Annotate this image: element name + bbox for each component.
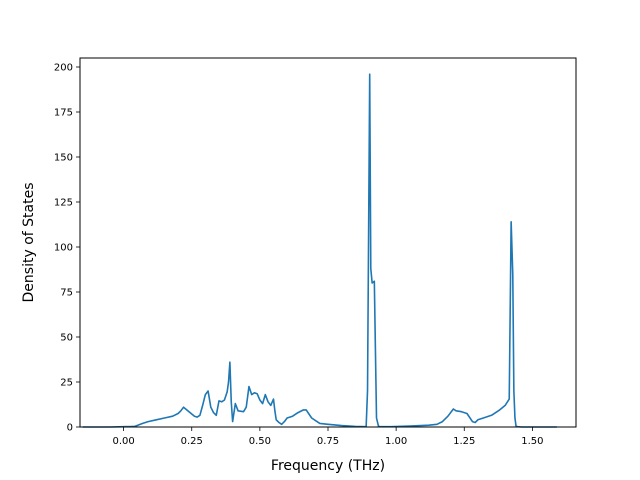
y-tick-label: 0 — [67, 423, 73, 434]
series-line — [82, 73, 557, 428]
x-tick-label: 0.00 — [112, 436, 134, 447]
y-tick-label: 100 — [54, 243, 73, 254]
x-tick-label: 0.75 — [317, 436, 339, 447]
x-axis-ticks: 0.00 0.25 0.50 0.75 1.00 1.25 1.50 — [112, 427, 544, 447]
y-tick-label: 75 — [60, 288, 73, 299]
y-tick-label: 50 — [60, 333, 73, 344]
x-tick-label: 0.25 — [181, 436, 203, 447]
x-tick-label: 1.50 — [521, 436, 543, 447]
x-tick-label: 1.25 — [453, 436, 475, 447]
y-axis-label: Density of States — [21, 183, 37, 303]
plot-lines — [82, 73, 557, 428]
x-tick-label: 0.50 — [249, 436, 271, 447]
y-tick-label: 25 — [60, 378, 73, 389]
x-axis-label: Frequency (THz) — [271, 458, 385, 474]
y-tick-label: 125 — [54, 198, 73, 209]
y-tick-label: 150 — [54, 153, 73, 164]
y-tick-label: 200 — [54, 63, 73, 74]
y-tick-label: 175 — [54, 108, 73, 119]
y-axis-ticks: 0 25 50 75 100 125 150 175 200 — [54, 63, 80, 434]
x-tick-label: 1.00 — [385, 436, 407, 447]
